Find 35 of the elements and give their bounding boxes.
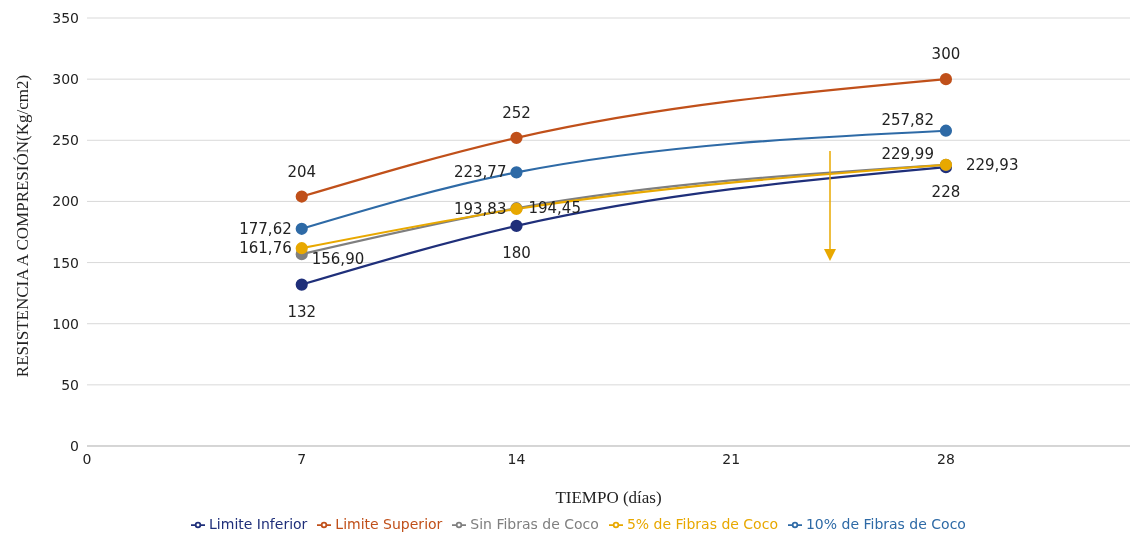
data-label: 257,82 <box>881 110 934 129</box>
y-tick-label: 350 <box>52 9 79 26</box>
data-label: 223,77 <box>453 163 507 182</box>
legend-label: Sin Fibras de Coco <box>470 516 599 532</box>
y-axis-title: RESISTENCIA A COMPRESIÓN(Kg/cm2) <box>13 74 32 378</box>
legend-label: 10% de Fibras de Coco <box>805 516 966 532</box>
legend-label: 5% de Fibras de Coco <box>626 516 778 532</box>
data-label: 300 <box>931 45 961 64</box>
data-label: 193,83 <box>453 199 507 218</box>
y-tick-label: 100 <box>52 315 79 332</box>
legend-label: Limite Superior <box>335 516 443 532</box>
legend-label: Limite Inferior <box>209 516 308 532</box>
data-label: 177,62 <box>239 219 292 238</box>
data-label: 228 <box>931 183 961 202</box>
data-label: 204 <box>287 162 317 181</box>
data-label: 194,45 <box>528 199 581 218</box>
x-tick-label: 28 <box>937 450 955 467</box>
y-tick-label: 300 <box>52 71 79 88</box>
x-axis-title: TIEMPO (días) <box>555 488 662 508</box>
x-tick-label: 14 <box>507 450 526 467</box>
data-label: 156,90 <box>311 250 365 269</box>
data-label: 161,76 <box>239 239 292 258</box>
y-tick-label: 250 <box>52 132 79 149</box>
x-tick-label: 21 <box>722 450 741 467</box>
y-tick-label: 0 <box>70 437 79 454</box>
x-tick-label: 0 <box>82 450 92 467</box>
data-label: 180 <box>502 243 531 262</box>
x-tick-label: 7 <box>297 450 307 467</box>
y-tick-label: 50 <box>61 376 79 393</box>
y-tick-label: 150 <box>52 254 79 271</box>
data-label: 132 <box>287 302 317 321</box>
data-label: 229,99 <box>881 144 934 163</box>
y-tick-label: 200 <box>52 193 79 210</box>
data-label: 229,93 <box>965 155 1019 174</box>
data-label: 252 <box>502 103 531 122</box>
